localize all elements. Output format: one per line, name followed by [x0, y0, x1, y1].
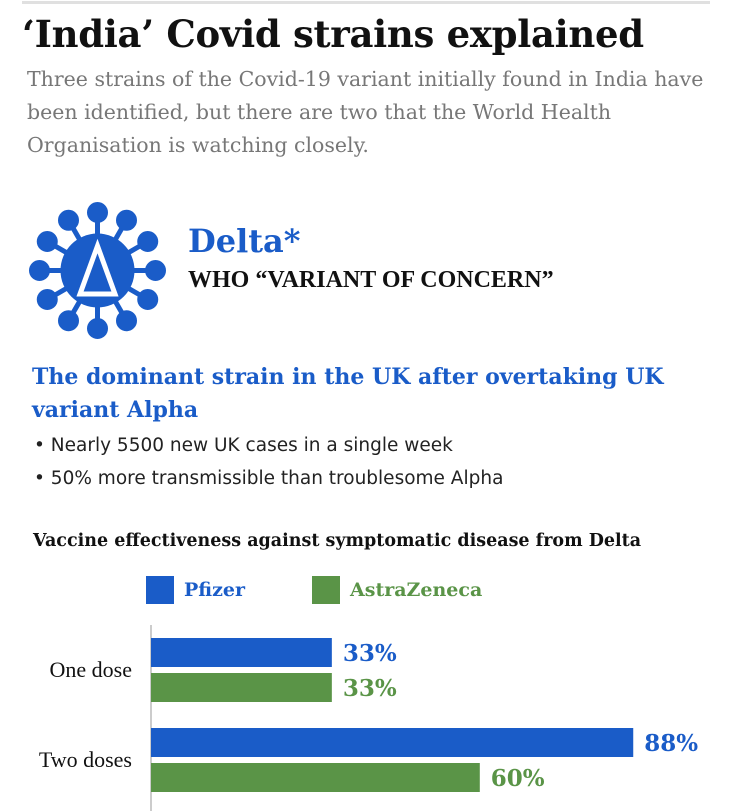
legend-swatch-pfizer [146, 576, 174, 604]
value-label: 88% [644, 730, 698, 757]
fact-list: • Nearly 5500 new UK cases in a single w… [34, 429, 503, 495]
category-label: One dose [50, 657, 132, 682]
legend-label-astrazeneca: AstraZeneca [350, 579, 483, 601]
bar-pfizer [151, 728, 634, 757]
coronavirus-delta-icon [29, 202, 166, 339]
fact-text: 50% more transmissible than troublesome … [50, 468, 504, 489]
fact-item: • 50% more transmissible than troublesom… [34, 468, 504, 489]
value-label: 60% [491, 765, 545, 792]
bar-chart: One dose 33% 33% Two doses 88% 60% [39, 625, 698, 811]
legend-astrazeneca: AstraZeneca [312, 575, 482, 605]
value-label: 33% [343, 675, 397, 702]
bar-astrazeneca [151, 673, 332, 702]
page-title: ‘India’ Covid strains explained [22, 12, 644, 56]
fact-text: Nearly 5500 new UK cases in a single wee… [50, 435, 453, 456]
variant-status: WHO “VARIANT OF CONCERN” [188, 267, 554, 293]
value-label: 33% [343, 640, 397, 667]
bar-pfizer [151, 638, 332, 667]
legend-swatch-astrazeneca [312, 576, 340, 604]
top-rule [22, 1, 710, 4]
bar-astrazeneca [151, 763, 480, 792]
variant-headline: The dominant strain in the UK after over… [32, 364, 664, 423]
fact-item: • Nearly 5500 new UK cases in a single w… [34, 435, 453, 456]
chart-title: Vaccine effectiveness against symptomati… [33, 531, 642, 551]
page-subtitle: Three strains of the Covid-19 variant in… [27, 67, 704, 157]
category-label: Two doses [39, 747, 132, 772]
legend-label-pfizer: Pfizer [184, 579, 245, 601]
variant-name: Delta* [188, 222, 301, 260]
legend-pfizer: Pfizer [146, 575, 245, 605]
